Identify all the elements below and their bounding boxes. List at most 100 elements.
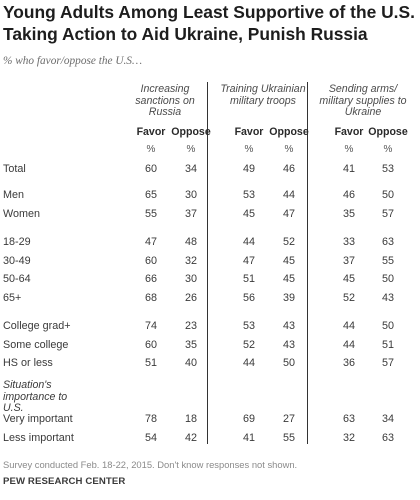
table-cell: 50 bbox=[381, 273, 394, 285]
table-cell: 35 bbox=[342, 208, 355, 220]
table-cell: 55 bbox=[282, 432, 295, 444]
table-cell: 74 bbox=[144, 320, 157, 332]
table-cell: 44 bbox=[242, 357, 255, 369]
table-cell: 50 bbox=[282, 357, 295, 369]
table-cell: 54 bbox=[144, 432, 157, 444]
group-header: Increasing sanctions on Russia bbox=[135, 83, 195, 119]
column-header: Oppose bbox=[368, 126, 408, 138]
row-label: 18-29 bbox=[3, 236, 31, 248]
table-cell: 43 bbox=[381, 292, 394, 304]
table-cell: 27 bbox=[282, 413, 295, 425]
table-cell: 49 bbox=[242, 163, 255, 175]
table-cell: 52 bbox=[242, 339, 255, 351]
table-cell: 56 bbox=[242, 292, 255, 304]
table-cell: 60 bbox=[144, 339, 157, 351]
table-cell: 44 bbox=[242, 236, 255, 248]
table-cell: 30 bbox=[184, 273, 197, 285]
row-label: HS or less bbox=[3, 357, 53, 369]
table-cell: 46 bbox=[282, 163, 295, 175]
table-cell: 53 bbox=[381, 163, 394, 175]
percent-unit-label: % bbox=[186, 144, 196, 155]
row-label: Total bbox=[3, 163, 26, 175]
table-cell: 39 bbox=[282, 292, 295, 304]
table-cell: 51 bbox=[381, 339, 394, 351]
table-cell: 69 bbox=[242, 413, 255, 425]
table-cell: 42 bbox=[184, 432, 197, 444]
percent-unit-label: % bbox=[383, 144, 393, 155]
table-cell: 52 bbox=[342, 292, 355, 304]
row-label: Less important bbox=[3, 432, 74, 444]
table-cell: 33 bbox=[342, 236, 355, 248]
chart-title: Young Adults Among Least Supportive of t… bbox=[3, 2, 415, 44]
table-cell: 45 bbox=[242, 208, 255, 220]
percent-unit-label: % bbox=[244, 144, 254, 155]
table-cell: 47 bbox=[282, 208, 295, 220]
group-header: Sending arms/ military supplies to Ukrai… bbox=[319, 83, 407, 119]
table-cell: 50 bbox=[381, 189, 394, 201]
table-cell: 51 bbox=[242, 273, 255, 285]
table-cell: 34 bbox=[184, 163, 197, 175]
table-cell: 23 bbox=[184, 320, 197, 332]
table-cell: 45 bbox=[282, 255, 295, 267]
row-label: Men bbox=[3, 189, 25, 201]
column-divider bbox=[207, 82, 208, 444]
table-cell: 41 bbox=[342, 163, 355, 175]
chart-subtitle: % who favor/oppose the U.S… bbox=[3, 55, 143, 67]
row-label: 30-49 bbox=[3, 255, 31, 267]
section-label: Situation's importance to U.S. bbox=[3, 379, 68, 415]
table-cell: 57 bbox=[381, 208, 394, 220]
table-cell: 60 bbox=[144, 255, 157, 267]
table-cell: 53 bbox=[242, 189, 255, 201]
percent-unit-label: % bbox=[284, 144, 294, 155]
table-cell: 43 bbox=[282, 339, 295, 351]
table-cell: 32 bbox=[342, 432, 355, 444]
footnote: Survey conducted Feb. 18-22, 2015. Don't… bbox=[3, 459, 298, 470]
table-cell: 41 bbox=[242, 432, 255, 444]
table-cell: 66 bbox=[144, 273, 157, 285]
table-cell: 37 bbox=[342, 255, 355, 267]
column-header: Oppose bbox=[269, 126, 309, 138]
table-cell: 52 bbox=[282, 236, 295, 248]
table-cell: 63 bbox=[381, 236, 394, 248]
table-cell: 36 bbox=[342, 357, 355, 369]
table-cell: 57 bbox=[381, 357, 394, 369]
table-cell: 18 bbox=[184, 413, 197, 425]
row-label: 50-64 bbox=[3, 273, 31, 285]
table-cell: 47 bbox=[242, 255, 255, 267]
table-cell: 46 bbox=[342, 189, 355, 201]
column-divider bbox=[307, 82, 308, 444]
row-label: 65+ bbox=[3, 292, 22, 304]
table-cell: 68 bbox=[144, 292, 157, 304]
table-cell: 47 bbox=[144, 236, 157, 248]
column-header: Oppose bbox=[171, 126, 211, 138]
column-header: Favor bbox=[136, 126, 166, 138]
group-header: Training Ukrainian military troops bbox=[220, 83, 306, 107]
source-label: PEW RESEARCH CENTER bbox=[3, 476, 126, 487]
table-cell: 55 bbox=[144, 208, 157, 220]
table-cell: 45 bbox=[342, 273, 355, 285]
column-header: Favor bbox=[334, 126, 364, 138]
table-cell: 55 bbox=[381, 255, 394, 267]
table-cell: 32 bbox=[184, 255, 197, 267]
table-cell: 63 bbox=[381, 432, 394, 444]
table-cell: 34 bbox=[381, 413, 394, 425]
table-cell: 53 bbox=[242, 320, 255, 332]
row-label: Very important bbox=[3, 413, 73, 425]
table-cell: 63 bbox=[342, 413, 355, 425]
table-cell: 43 bbox=[282, 320, 295, 332]
percent-unit-label: % bbox=[146, 144, 156, 155]
table-cell: 26 bbox=[184, 292, 197, 304]
table-cell: 78 bbox=[144, 413, 157, 425]
table-cell: 45 bbox=[282, 273, 295, 285]
table-cell: 60 bbox=[144, 163, 157, 175]
column-header: Favor bbox=[234, 126, 264, 138]
table-cell: 40 bbox=[184, 357, 197, 369]
table-cell: 65 bbox=[144, 189, 157, 201]
table-cell: 37 bbox=[184, 208, 197, 220]
table-cell: 44 bbox=[342, 320, 355, 332]
table-cell: 30 bbox=[184, 189, 197, 201]
table-cell: 51 bbox=[144, 357, 157, 369]
table-cell: 35 bbox=[184, 339, 197, 351]
table-cell: 44 bbox=[342, 339, 355, 351]
table-cell: 48 bbox=[184, 236, 197, 248]
